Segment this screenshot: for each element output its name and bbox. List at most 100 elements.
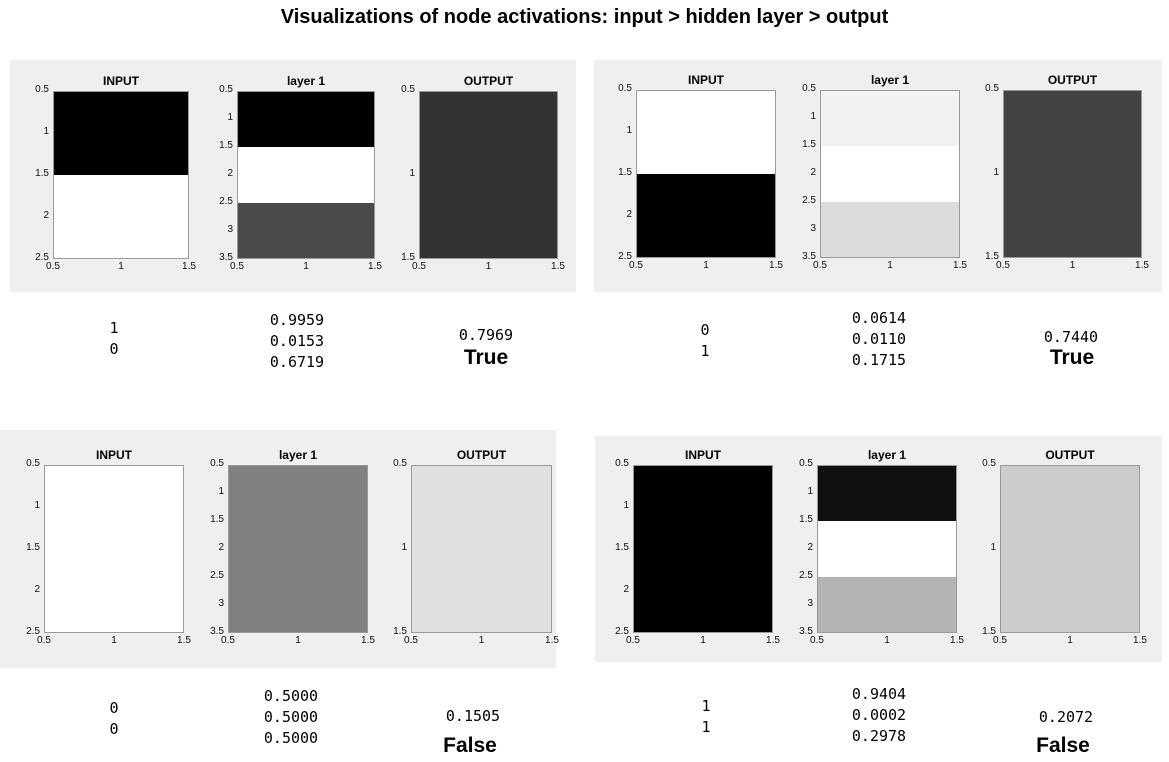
y-tick-label: 3 [810,223,816,234]
x-tick-label: 0.5 [629,260,643,271]
x-tick-label: 0.5 [993,635,1007,646]
heatmap-cell [1004,91,1141,257]
y-tick-label: 1 [218,486,224,497]
hidden-value: 0.2978 [851,727,907,745]
y-tick-label: 2 [807,542,813,553]
x-tick-label: 1 [1069,260,1076,271]
y-tick-label: 1 [626,125,632,136]
input-value: 1 [701,718,711,736]
subplot-title: INPUT [103,74,139,88]
y-tick-label: 1 [43,126,49,137]
heatmap-cell [238,92,374,148]
hidden-value: 0.1715 [851,351,907,369]
x-tick-label: 1 [703,260,709,271]
hidden-value: 0.0153 [269,332,325,350]
y-tick-label: 0.5 [401,84,415,95]
y-tick-label: 1.5 [615,542,629,553]
y-tick-label: 2 [34,584,40,595]
x-tick-label: 1.5 [1135,260,1149,271]
y-tick-label: 1.5 [401,252,415,263]
hidden-value: 0.5000 [263,708,319,726]
subplot-title: INPUT [688,73,724,87]
y-tick-label: 0.5 [35,84,49,95]
heatmap-cell [637,174,775,257]
x-tick-label: 1 [118,261,124,272]
verdict-label: True [1049,346,1095,369]
x-tick-label: 1.5 [545,635,559,646]
y-tick-label: 1 [990,542,996,553]
input-value: 0 [109,720,119,738]
y-tick-label: 1.5 [618,167,632,178]
y-tick-label: 1.5 [802,139,816,150]
output-value: 0.7440 [1043,328,1099,346]
y-tick-label: 1 [401,542,407,553]
y-tick-label: 1 [810,111,816,122]
subplot-title: INPUT [685,448,721,462]
y-tick-label: 1 [227,112,233,123]
heatmap-plot [817,465,957,633]
heatmap-cell [818,466,956,522]
y-tick-label: 0.5 [393,458,407,469]
heatmap-cell [634,466,772,549]
y-tick-label: 3.5 [802,251,816,262]
heatmap-cell [45,549,183,632]
subplot-title: layer 1 [870,73,910,87]
heatmap-cell [229,576,367,632]
y-tick-label: 1.5 [26,542,40,553]
page-title: Visualizations of node activations: inpu… [280,6,889,28]
x-tick-label: 1.5 [950,635,964,646]
y-tick-label: 3.5 [799,626,813,637]
input-value: 1 [700,342,710,360]
verdict-label: True [463,346,509,369]
heatmap-cell [229,521,367,577]
y-tick-label: 2 [218,542,224,553]
verdict-label: False [443,734,497,757]
output-value: 0.1505 [445,707,501,725]
y-tick-label: 2.5 [618,251,632,262]
heatmap-cell [634,549,772,632]
y-tick-label: 1.5 [219,140,233,151]
y-tick-label: 2.5 [35,252,49,263]
y-tick-label: 2.5 [219,196,233,207]
input-value: 1 [701,697,711,715]
y-tick-label: 1 [807,486,813,497]
hidden-value: 0.9959 [269,311,325,329]
input-value: 0 [700,321,710,339]
hidden-value: 0.6719 [269,353,325,371]
x-tick-label: 0.5 [221,635,235,646]
x-tick-label: 1 [303,261,309,272]
y-tick-label: 2.5 [802,195,816,206]
y-tick-label: 2.5 [799,570,813,581]
hidden-value: 0.0110 [851,330,907,348]
y-tick-label: 3 [218,598,224,609]
y-tick-label: 1.5 [982,626,996,637]
x-tick-label: 1 [1067,635,1073,646]
x-tick-label: 1.5 [177,635,191,646]
hidden-value: 0.0614 [851,309,907,327]
y-tick-label: 0.5 [802,83,816,94]
x-tick-label: 1.5 [361,635,375,646]
y-tick-label: 2.5 [210,570,224,581]
y-tick-label: 1 [623,500,629,511]
heatmap-plot [636,90,776,258]
heatmap-cell [821,91,959,147]
input-value: 0 [109,340,119,358]
hidden-value: 0.9404 [851,685,907,703]
heatmap-plot [411,465,552,633]
heatmap-plot [228,465,368,633]
heatmap-plot [1000,465,1140,633]
y-tick-label: 1.5 [799,514,813,525]
x-tick-label: 1 [887,260,893,271]
x-tick-label: 1.5 [766,635,780,646]
hidden-value: 0.0002 [851,706,907,724]
hidden-value: 0.5000 [263,687,319,705]
verdict-label: False [1036,734,1090,757]
subplot-title: layer 1 [278,448,318,462]
y-tick-label: 3 [227,224,233,235]
y-tick-label: 2 [626,209,632,220]
y-tick-label: 2 [227,168,233,179]
x-tick-label: 0.5 [626,635,640,646]
heatmap-cell [238,147,374,203]
